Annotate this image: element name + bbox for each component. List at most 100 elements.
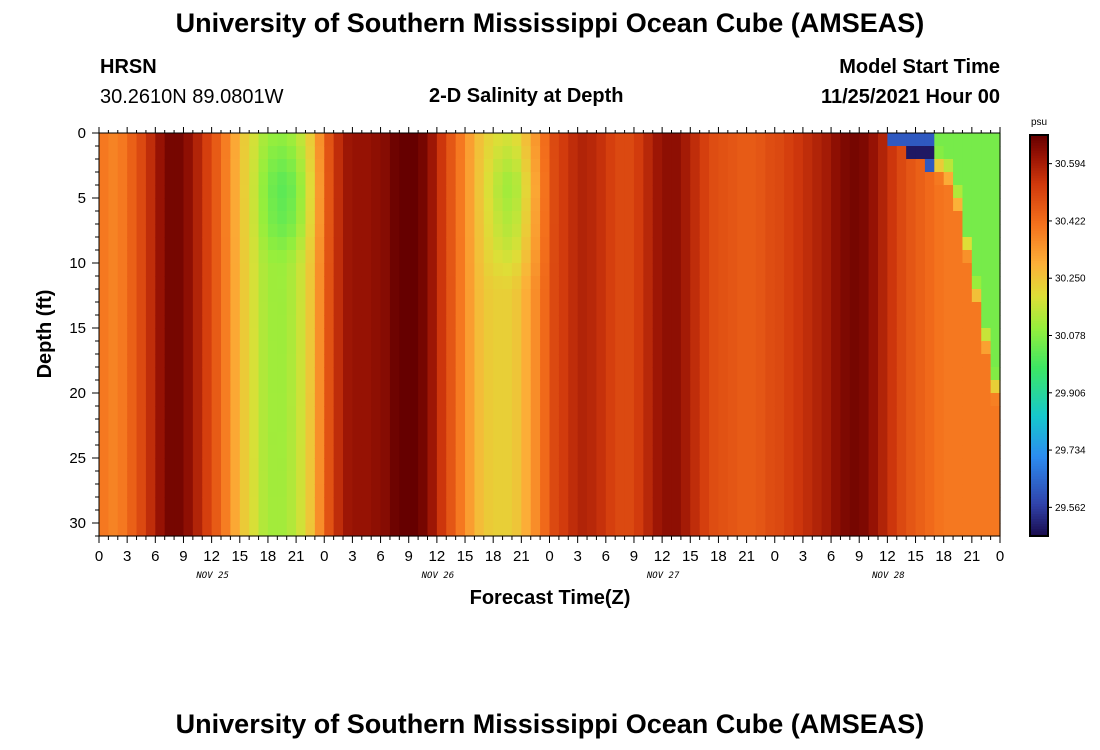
heatmap-cell [530, 458, 541, 472]
heatmap-cell [652, 432, 663, 446]
heatmap-cell [906, 497, 917, 511]
heatmap-cell [174, 315, 185, 329]
heatmap-cell [934, 328, 945, 342]
heatmap-cell [821, 276, 832, 290]
heatmap-cell [737, 445, 748, 459]
heatmap-cell [840, 341, 851, 355]
heatmap-cell [230, 341, 241, 355]
heatmap-cell [230, 250, 241, 264]
heatmap-cell [568, 471, 579, 485]
heatmap-cell [821, 237, 832, 251]
heatmap-cell [671, 354, 682, 368]
heatmap-cell [812, 185, 823, 199]
heatmap-cell [915, 406, 926, 420]
heatmap-cell [136, 380, 147, 394]
heatmap-cell [821, 133, 832, 147]
heatmap-cell [230, 237, 241, 251]
heatmap-cell [887, 510, 898, 524]
heatmap-cell [99, 341, 109, 355]
heatmap-cell [211, 315, 222, 329]
heatmap-cell [192, 445, 203, 459]
heatmap-cell [840, 354, 851, 368]
y-tick-label: 10 [69, 255, 86, 272]
heatmap-cell [230, 328, 241, 342]
heatmap-cell [737, 263, 748, 277]
heatmap-cell [258, 133, 269, 147]
heatmap-cell [784, 393, 795, 407]
heatmap-cell [258, 510, 269, 524]
heatmap-cell [727, 341, 738, 355]
heatmap-cell [868, 289, 879, 303]
heatmap-cell [680, 367, 691, 381]
heatmap-cell [831, 237, 842, 251]
heatmap-cell [906, 445, 917, 459]
heatmap-cell [877, 159, 888, 173]
heatmap-cell [465, 484, 476, 498]
heatmap-cell [793, 432, 804, 446]
heatmap-cell [164, 471, 175, 485]
colorbar-swatch [1030, 385, 1048, 389]
heatmap-cell [361, 185, 372, 199]
heatmap-cell [699, 406, 710, 420]
heatmap-cell [990, 133, 1001, 147]
heatmap-cell [155, 211, 166, 225]
heatmap-cell [145, 146, 156, 160]
heatmap-cell [286, 250, 297, 264]
heatmap-cell [605, 341, 616, 355]
heatmap-cell [953, 276, 964, 290]
heatmap-cell [108, 172, 119, 186]
heatmap-cell [145, 250, 156, 264]
heatmap-cell [361, 471, 372, 485]
heatmap-cell [821, 471, 832, 485]
colorbar-swatch [1030, 480, 1048, 484]
heatmap-cell [577, 302, 588, 316]
heatmap-cell [511, 172, 522, 186]
heatmap-cell [812, 263, 823, 277]
heatmap-cell [755, 198, 766, 212]
heatmap-cell [981, 315, 992, 329]
heatmap-cell [371, 185, 382, 199]
heatmap-cell [530, 328, 541, 342]
heatmap-cell [314, 328, 325, 342]
heatmap-cell [108, 393, 119, 407]
heatmap-cell [446, 302, 457, 316]
heatmap-cell [408, 133, 419, 147]
heatmap-cell [333, 419, 344, 433]
heatmap-cell [624, 211, 635, 225]
heatmap-cell [371, 510, 382, 524]
heatmap-cell [502, 211, 513, 225]
heatmap-cell [211, 289, 222, 303]
heatmap-cell [765, 471, 776, 485]
heatmap-cell [211, 133, 222, 147]
heatmap-cell [352, 159, 363, 173]
heatmap-cell [774, 198, 785, 212]
heatmap-cell [399, 497, 410, 511]
heatmap-cell [971, 302, 982, 316]
heatmap-cell [352, 315, 363, 329]
heatmap-cell [305, 237, 316, 251]
heatmap-cell [680, 354, 691, 368]
heatmap-cell [746, 510, 757, 524]
heatmap-cell [802, 484, 813, 498]
heatmap-cell [249, 185, 260, 199]
heatmap-cell [896, 406, 907, 420]
heatmap-cell [455, 510, 466, 524]
heatmap-cell [831, 432, 842, 446]
heatmap-cell [953, 263, 964, 277]
heatmap-cell [718, 276, 729, 290]
heatmap-cell [793, 445, 804, 459]
heatmap-cell [305, 172, 316, 186]
heatmap-cell [324, 146, 335, 160]
heatmap-cell [230, 289, 241, 303]
heatmap-cell [221, 510, 231, 524]
heatmap-cell [399, 380, 410, 394]
colorbar-swatch [1030, 212, 1048, 216]
heatmap-cell [793, 198, 804, 212]
heatmap-cell [305, 406, 316, 420]
heatmap-cell [915, 341, 926, 355]
heatmap-cell [493, 224, 504, 238]
heatmap-cell [474, 367, 485, 381]
heatmap-cell [446, 523, 457, 537]
heatmap-cell [577, 198, 588, 212]
heatmap-cell [183, 367, 194, 381]
